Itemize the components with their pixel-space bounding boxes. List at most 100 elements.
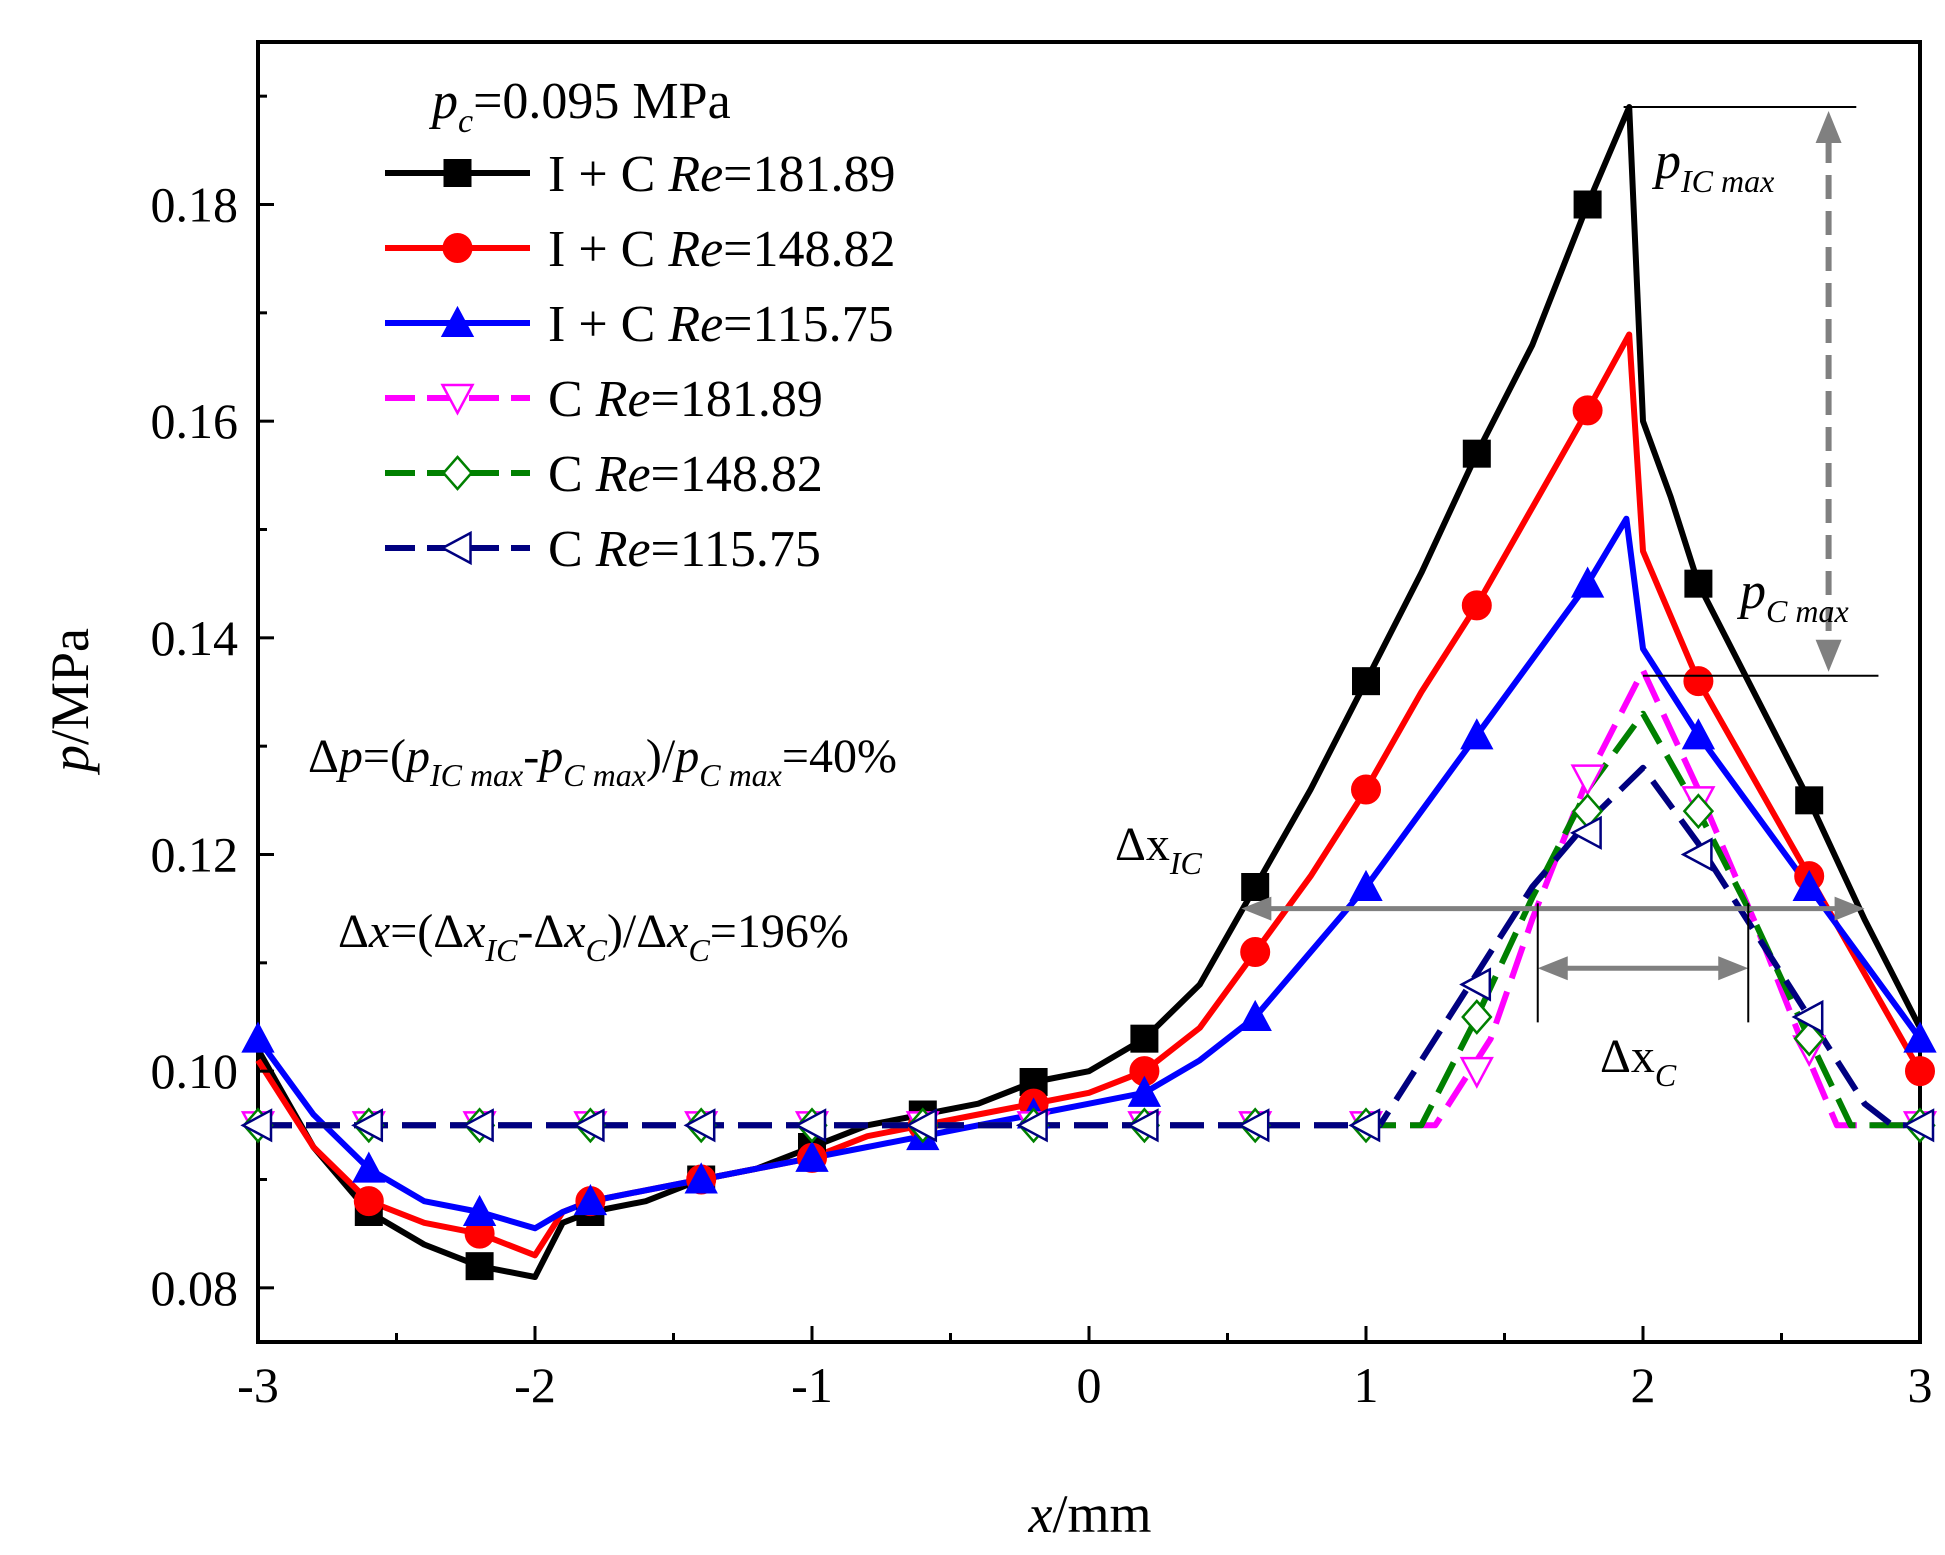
y-tick-label: 0.10 — [151, 1043, 239, 1099]
dx-ic-arrow-head-right — [1834, 896, 1865, 921]
series-6-marker-12 — [1459, 967, 1492, 1002]
series-5-marker-14 — [1682, 793, 1715, 830]
dx-c-label: ΔxC — [1600, 1030, 1677, 1093]
series-1-marker-10 — [1352, 667, 1380, 696]
series-2-marker-12 — [1572, 395, 1603, 426]
x-axis-label: x/mm — [1028, 1484, 1152, 1544]
series-layer — [240, 104, 1938, 1281]
legend-marker-5 — [441, 455, 474, 491]
series-3-marker-11 — [1349, 869, 1383, 901]
series-line-3 — [255, 515, 1923, 1232]
series-6-marker-11 — [1348, 1108, 1381, 1143]
x-tick-label: -2 — [514, 1357, 556, 1413]
series-6-marker-2 — [351, 1108, 384, 1143]
axis-layer: -3 -2 -1 0 1 2 3 0.08 0.10 0.12 0.14 0.16 0.18 — [151, 94, 1933, 1413]
dx-c-arrow-head-right — [1718, 956, 1749, 981]
series-2-marker-13 — [1683, 666, 1714, 697]
series-3-marker-3 — [462, 1194, 497, 1226]
y-axis-label: p/MPa — [40, 628, 100, 776]
y-tick-label: 0.08 — [151, 1260, 239, 1316]
series-line-2 — [255, 331, 1923, 1259]
x-tick-label: 2 — [1631, 1357, 1656, 1413]
dx-formula: Δx=(ΔxIC-ΔxC)/ΔxC=196% — [338, 905, 849, 968]
series-1-marker-11 — [1462, 439, 1491, 468]
series-6-marker-9 — [1126, 1108, 1159, 1143]
series-6-marker-4 — [572, 1108, 605, 1143]
y-tick-label: 0.12 — [151, 827, 239, 883]
delta-p-arrow-head-bottom — [1815, 639, 1842, 672]
series-line-4 — [258, 667, 1920, 1129]
series-1-marker-14 — [1795, 786, 1824, 815]
legend: I + C Re=181.89 I + C Re=148.82 I + C Re=1… — [385, 146, 896, 578]
series-5-marker-15 — [1793, 1020, 1825, 1057]
series-4-marker-12 — [1459, 1056, 1494, 1089]
legend-marker-6 — [439, 530, 472, 566]
series-6-marker-8 — [1015, 1108, 1048, 1143]
legend-label-2: I + C Re=148.82 — [548, 221, 896, 278]
legend-label-1: I + C Re=181.89 — [548, 146, 896, 203]
legend-label-5: C Re=148.82 — [548, 446, 823, 503]
y-tick-label: 0.18 — [151, 177, 239, 233]
series-line-6 — [258, 764, 1920, 1129]
series-6-marker-5 — [683, 1108, 716, 1143]
annotation-layer — [1241, 106, 1879, 1023]
series-3-marker-2 — [352, 1151, 386, 1183]
legend-marker-3 — [440, 305, 475, 337]
series-6-marker-13 — [1569, 815, 1602, 850]
legend-header: pc=0.095 MPa — [428, 73, 731, 140]
series-3-marker-15 — [1792, 869, 1826, 901]
series-1-marker-12 — [1573, 190, 1602, 219]
series-6-marker-7 — [905, 1108, 938, 1143]
series-3-marker-12 — [1460, 718, 1494, 750]
series-6-marker-10 — [1237, 1108, 1270, 1143]
legend-marker-2 — [442, 233, 473, 263]
series-3-marker-10 — [1238, 999, 1272, 1031]
x-tick-label: 3 — [1908, 1357, 1933, 1413]
series-1-marker-8 — [1130, 1024, 1159, 1053]
series-line-1 — [255, 104, 1923, 1280]
series-3-marker-13 — [1570, 566, 1605, 598]
legend-marker-4 — [440, 383, 475, 416]
dx-ic-label: ΔxIC — [1115, 818, 1203, 881]
series-5-marker-12 — [1461, 999, 1493, 1035]
x-tick-label: 0 — [1077, 1357, 1102, 1413]
series-1-marker-9 — [1241, 873, 1270, 901]
series-2-marker-1 — [353, 1186, 384, 1217]
series-6-marker-15 — [1791, 999, 1824, 1035]
series-2-marker-10 — [1351, 774, 1381, 805]
series-3-marker-4 — [573, 1184, 608, 1216]
legend-marker-1 — [443, 159, 472, 187]
series-3-marker-1 — [241, 1021, 275, 1053]
series-2-marker-9 — [1240, 937, 1271, 967]
series-3-marker-14 — [1681, 718, 1716, 750]
series-6-marker-14 — [1680, 837, 1713, 872]
legend-label-3: I + C Re=115.75 — [548, 296, 894, 353]
series-line-5 — [258, 710, 1920, 1129]
legend-label-6: C Re=115.75 — [548, 521, 821, 578]
p-ic-max-label: pIC max — [1651, 133, 1774, 199]
series-6-marker-6 — [794, 1108, 827, 1143]
delta-p-arrow-head-top — [1815, 111, 1842, 143]
x-tick-label: 1 — [1354, 1357, 1379, 1413]
y-tick-label: 0.14 — [151, 610, 239, 666]
series-6-marker-1 — [240, 1108, 273, 1143]
series-6-marker-16 — [1902, 1108, 1935, 1143]
series-3-marker-6 — [795, 1140, 829, 1172]
dp-formula: Δp=(pIC max-pC max)/pC max=40% — [308, 730, 897, 793]
series-3-marker-5 — [684, 1162, 718, 1194]
dx-ic-arrow-head-left — [1241, 896, 1272, 921]
series-6-marker-3 — [461, 1108, 494, 1143]
y-tick-label: 0.16 — [151, 393, 239, 449]
series-4-marker-13 — [1570, 764, 1605, 797]
series-1-marker-13 — [1684, 569, 1713, 598]
legend-label-4: C Re=181.89 — [548, 371, 823, 428]
x-tick-label: -3 — [237, 1357, 279, 1413]
series-3-marker-16 — [1903, 1021, 1937, 1053]
p-c-max-label: pC max — [1736, 563, 1849, 629]
series-1-marker-2 — [465, 1252, 494, 1281]
x-tick-label: -1 — [791, 1357, 833, 1413]
series-2-marker-15 — [1905, 1056, 1935, 1087]
series-3-marker-9 — [1127, 1075, 1162, 1107]
series-2-marker-11 — [1461, 590, 1492, 621]
